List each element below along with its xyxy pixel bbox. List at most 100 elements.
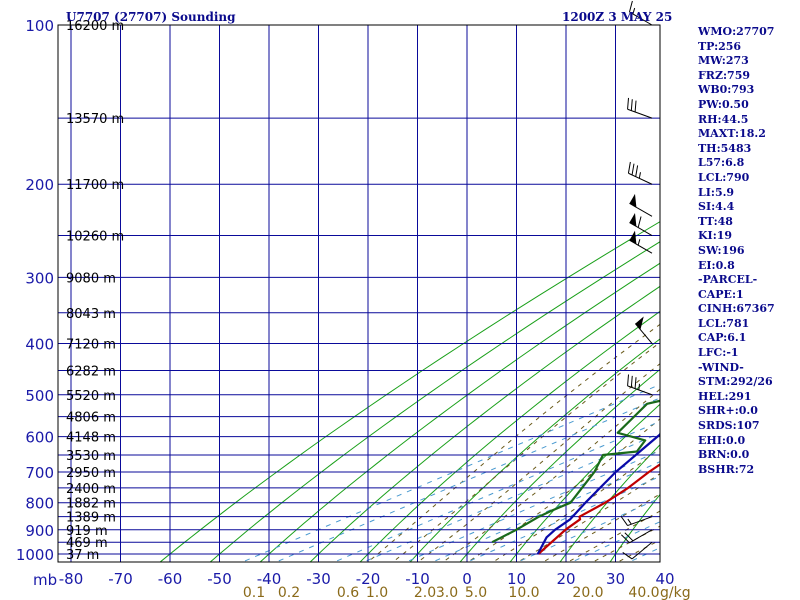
pressure-label: 400 [25,335,54,353]
stability-indices-list: WMO:27707 TP:256 MW:273 FRZ:759 WB0:793 PW:0.… [698,25,798,477]
wind-barb-full [627,97,630,110]
height-label: 10260 m [66,230,124,245]
height-label: 1389 m [66,511,116,526]
wind-barb [634,316,653,344]
index-entry: SRDS:107 [698,419,760,433]
temperature-tick-label: -40 [257,570,282,588]
wind-barb-staff [629,239,653,254]
dry-adiabat [559,444,660,562]
mixing-ratio-label: 40.0 [628,585,659,600]
wind-barb-full [630,99,633,111]
index-entry: EI:0.8 [698,258,735,272]
wind-barb-full [637,216,642,228]
index-entry: EHI:0.0 [698,433,746,447]
mixing-ratio-label: 0.2 [278,585,300,600]
index-entry: -WIND- [698,360,744,374]
wind-barb-full [634,377,637,389]
index-entry: WMO:27707 [698,25,775,38]
wind-barb-full [631,163,635,176]
index-entry: SHR+:0.0 [698,404,758,418]
dry-adiabat [609,493,660,562]
height-label: 11700 m [66,178,124,193]
moist-adiabat [417,363,660,562]
height-label: 4806 m [66,411,116,426]
height-label: 469 m [66,536,108,551]
height-label: 13570 m [66,112,124,127]
index-entry: L57:6.8 [698,156,745,170]
index-entry: -PARCEL- [698,273,758,287]
height-label: 7120 m [66,337,116,352]
height-label: 9080 m [66,271,116,286]
wind-barb-staff [627,108,653,119]
temperature-trace [537,463,660,555]
wind-barb-full [621,534,630,544]
parcel-trace [536,433,660,555]
wind-barb-half [637,239,641,246]
wind-barb-full [634,100,637,113]
index-entry: FRZ:759 [698,68,751,82]
dry-adiabat [409,338,660,562]
wind-barb-staff [628,172,653,185]
wind-barb [620,515,653,527]
height-label: 16200 m [66,19,124,34]
mixing-ratio-line [431,461,660,562]
temperature-tick-label: -70 [108,570,133,588]
plot-frame [57,24,661,563]
wind-barb [627,161,653,185]
wind-barb-staff [627,385,653,396]
index-entry: BSHR:72 [698,462,755,476]
pressure-label: 300 [25,269,54,287]
pressure-label: 800 [25,495,54,513]
mixing-ratio-label: 10.0 [508,585,539,600]
mixing-ratio-label: 3.0 [436,585,458,600]
mixing-ratio-label: 0.1 [243,585,265,600]
mixing-ratio-line [405,450,660,562]
index-entry: TP:256 [698,39,742,53]
moist-adiabat [517,473,660,562]
wind-barb-flag [629,212,637,227]
index-entry: SI:4.4 [698,200,735,214]
wind-barb [627,97,653,119]
dry-adiabat [259,262,660,562]
pressure-label: 700 [25,464,54,482]
mixing-ratio-label: 20.0 [572,585,603,600]
mixing-ratio-label: 0.6 [337,585,359,600]
temperature-tick-label: -80 [59,570,84,588]
observation-time: 1200Z 3 MAY 25 [562,10,672,24]
index-entry: BRN:0.0 [698,448,750,462]
wind-barb-staff [629,529,653,544]
height-label: 5520 m [66,389,116,404]
wind-barb-half [638,383,640,391]
wind-barb [622,541,653,560]
pressure-unit-label: mb [33,571,57,589]
index-entry: HEL:291 [698,389,752,403]
mixing-ratio-line [466,475,660,562]
height-label: 8043 m [66,307,116,322]
pressure-label: 1000 [16,546,54,564]
wind-barb-full [620,515,628,526]
height-label: 1882 m [66,497,116,512]
height-label: 919 m [66,524,108,539]
index-entry: TT:48 [698,214,733,228]
wind-barb-half [632,7,636,15]
index-entry: CAP:6.1 [698,331,747,345]
index-entry: LCL:790 [698,170,750,184]
wind-barb-half [638,172,641,179]
mixing-ratio-line [362,432,660,562]
wind-barb-flag [629,193,637,208]
index-entry: STM:292/26 [698,375,773,389]
wind-barb-full [627,374,630,386]
height-label: 2400 m [66,482,116,497]
dry-adiabat [359,310,660,562]
wind-barb [629,193,653,217]
dewpoint-trace [491,399,660,544]
station-title: U7707 (27707) Sounding [66,10,236,24]
wind-barb-full [624,532,634,542]
wind-barb-staff [629,202,653,217]
pressure-label: 900 [25,522,54,540]
dry-adiabat [509,403,660,562]
index-entry: LI:5.9 [698,185,735,199]
pressure-label: 200 [25,176,54,194]
index-entry: TH:5483 [698,141,752,155]
